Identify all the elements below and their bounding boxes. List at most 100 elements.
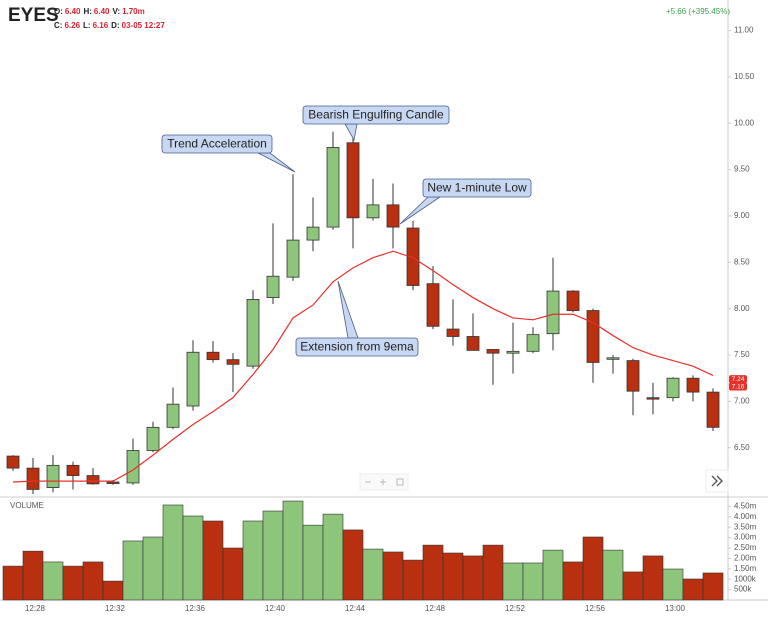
volume-bar bbox=[422, 544, 444, 601]
ohlc-value: 6.26 bbox=[64, 21, 80, 30]
y-tick-label: 1.50m bbox=[734, 564, 757, 573]
candle-body bbox=[266, 275, 280, 298]
candle-body bbox=[86, 475, 100, 485]
candle-body bbox=[26, 467, 40, 490]
volume-bar bbox=[362, 548, 384, 601]
x-tick-label: 12:36 bbox=[185, 604, 206, 613]
x-tick-label: 12:56 bbox=[585, 604, 606, 613]
ema-line bbox=[12, 250, 714, 483]
candle-body bbox=[6, 455, 20, 469]
candle-body bbox=[686, 377, 700, 393]
y-tick-label: 8.50 bbox=[734, 257, 750, 266]
ohlc-label: V: bbox=[113, 7, 121, 16]
candle-body bbox=[566, 290, 580, 311]
candle-body bbox=[126, 450, 140, 484]
ohlc-value: 6.40 bbox=[94, 7, 110, 16]
y-tick-label: 11.00 bbox=[734, 26, 754, 35]
panel-title: VOLUME bbox=[10, 501, 44, 510]
x-tick-label: 12:52 bbox=[505, 604, 526, 613]
volume-bar bbox=[322, 513, 344, 601]
ohlc-value: 1.70m bbox=[122, 7, 145, 16]
volume-bar bbox=[182, 515, 204, 601]
y-tick-label: 6.50 bbox=[734, 443, 750, 452]
x-tick-label: 12:28 bbox=[25, 604, 46, 613]
y-tick-label: 500k bbox=[734, 585, 752, 594]
volume-bar bbox=[662, 568, 684, 601]
volume-bar bbox=[122, 540, 144, 601]
scroll-button[interactable] bbox=[705, 469, 729, 493]
ohlc-line: C: 6.26 L: 6.16 D: 03-05 12:27 bbox=[54, 21, 165, 30]
callout-box bbox=[295, 337, 419, 357]
volume-bar bbox=[2, 565, 24, 601]
volume-bar bbox=[582, 536, 604, 601]
y-tick-label: 3.00m bbox=[734, 533, 757, 542]
price-tag bbox=[729, 382, 747, 391]
candle-body bbox=[246, 299, 260, 367]
y-tick-label: 7.50 bbox=[734, 350, 750, 359]
y-tick-label: 8.00 bbox=[734, 304, 750, 313]
y-tick-label: 2.50m bbox=[734, 543, 757, 552]
x-tick-label: 12:40 bbox=[265, 604, 286, 613]
y-tick-label: 2.00m bbox=[734, 554, 757, 563]
volume-bar bbox=[562, 561, 584, 601]
volume-bar bbox=[202, 520, 224, 601]
zoom-in[interactable] bbox=[380, 479, 386, 485]
volume-bar bbox=[102, 580, 124, 601]
volume-bar bbox=[602, 549, 624, 601]
price-tag bbox=[729, 375, 747, 384]
volume-bar bbox=[522, 562, 544, 601]
volume-bar bbox=[342, 529, 364, 601]
candle-body bbox=[506, 350, 520, 354]
y-tick-label: 4.00m bbox=[734, 512, 757, 521]
candle-body bbox=[286, 239, 300, 278]
ohlc-value: 03-05 12:27 bbox=[122, 21, 166, 30]
candle-body bbox=[646, 397, 660, 400]
callout-text: Bearish Engulfing Candle bbox=[308, 108, 444, 122]
price-tag-label: 7.24 bbox=[732, 376, 745, 383]
change: +5.66 (+395.45%) bbox=[666, 7, 730, 16]
y-tick-label: 7.00 bbox=[734, 396, 750, 405]
volume-bar bbox=[42, 561, 64, 601]
ohlc-value: 6.40 bbox=[65, 7, 81, 16]
callout-tail bbox=[337, 280, 359, 339]
candle-body bbox=[46, 464, 60, 488]
ohlc-label: D: bbox=[111, 21, 119, 30]
candle-body bbox=[706, 391, 720, 428]
volume-bar bbox=[702, 572, 724, 601]
x-tick-label: 13:00 bbox=[665, 604, 686, 613]
volume-bar bbox=[222, 547, 244, 601]
volume-bar bbox=[542, 549, 564, 601]
callout-text: Extension from 9ema bbox=[300, 340, 414, 354]
ohlc-line: O: 6.40 H: 6.40 V: 1.70m bbox=[54, 7, 145, 16]
candle-body bbox=[206, 351, 220, 361]
volume-bar bbox=[642, 555, 664, 601]
zoom-controls[interactable] bbox=[359, 473, 409, 491]
callout-tail bbox=[344, 123, 358, 142]
volume-bar bbox=[622, 571, 644, 601]
candle-body bbox=[386, 204, 400, 228]
candle-body bbox=[606, 357, 620, 360]
volume-bar bbox=[462, 555, 484, 601]
ohlc-value: 6.16 bbox=[93, 21, 109, 30]
volume-bar bbox=[82, 561, 104, 601]
candle-body bbox=[466, 336, 480, 351]
candle-body bbox=[486, 349, 500, 354]
volume-bar bbox=[242, 520, 264, 601]
callout-box bbox=[302, 105, 450, 125]
candle-body bbox=[366, 204, 380, 219]
ohlc-label: C: bbox=[54, 21, 62, 30]
y-tick-label: 9.00 bbox=[734, 211, 750, 220]
candle-body bbox=[666, 377, 680, 399]
volume-bar bbox=[262, 510, 284, 601]
ohlc-label: O: bbox=[54, 7, 63, 16]
scroll-icon bbox=[711, 475, 723, 487]
candle-body bbox=[326, 146, 340, 228]
zoom-reset[interactable] bbox=[396, 478, 404, 486]
volume-bar bbox=[22, 550, 44, 601]
volume-bar bbox=[302, 524, 324, 601]
x-tick-label: 12:32 bbox=[105, 604, 126, 613]
candle-body bbox=[346, 142, 360, 219]
candle-body bbox=[586, 310, 600, 363]
callout-text: New 1-minute Low bbox=[427, 181, 527, 195]
